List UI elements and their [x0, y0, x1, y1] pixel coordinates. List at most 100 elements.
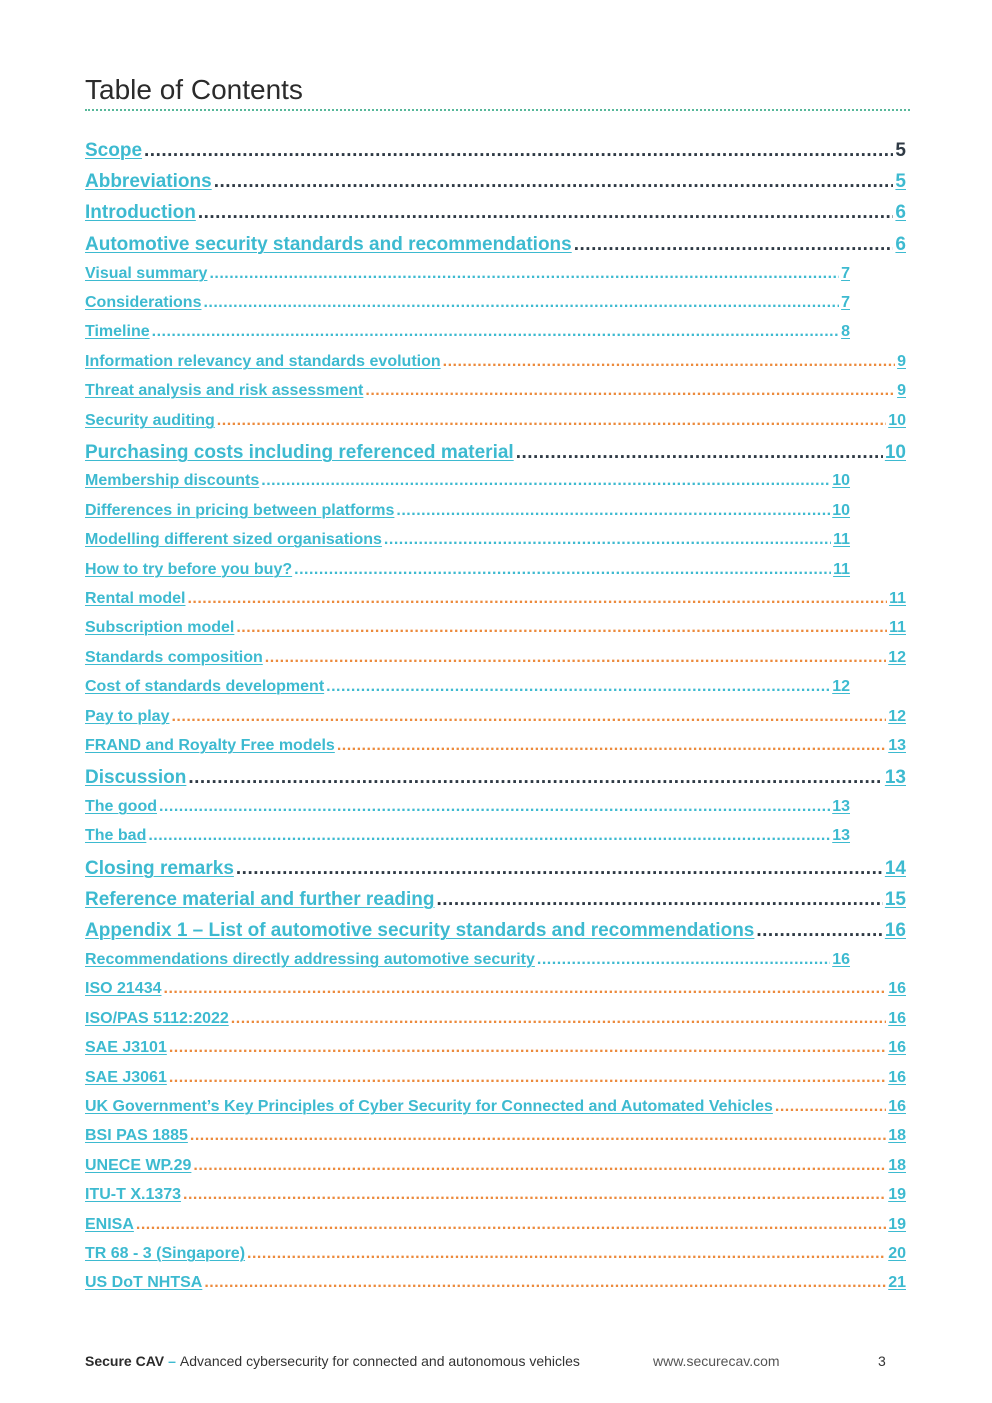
toc-entry-page[interactable]: 21: [888, 1274, 906, 1291]
toc-entry-page[interactable]: 16: [832, 951, 850, 968]
toc-entry-page[interactable]: 15: [884, 889, 906, 910]
toc-entry-page[interactable]: 6: [895, 202, 906, 223]
toc-entry[interactable]: BSI PAS 1885............................…: [85, 1125, 906, 1144]
toc-entry[interactable]: Differences in pricing between platforms…: [85, 500, 850, 519]
toc-entry-page[interactable]: 10: [884, 442, 906, 463]
toc-entry[interactable]: Reference material and further reading..…: [85, 887, 906, 909]
toc-entry[interactable]: How to try before you buy?..............…: [85, 559, 850, 578]
toc-entry[interactable]: Appendix 1 – List of automotive security…: [85, 918, 906, 940]
toc-entry-label[interactable]: Reference material and further reading: [85, 889, 435, 910]
toc-entry-page[interactable]: 7: [841, 294, 850, 311]
toc-entry-label[interactable]: Purchasing costs including referenced ma…: [85, 442, 514, 463]
toc-entry-label[interactable]: UNECE WP.29: [85, 1157, 192, 1174]
toc-entry[interactable]: Modelling different sized organisations.…: [85, 529, 850, 548]
toc-entry-label[interactable]: Automotive security standards and recomm…: [85, 234, 572, 255]
toc-entry-label[interactable]: UK Government’s Key Principles of Cyber …: [85, 1098, 773, 1115]
toc-entry[interactable]: Security auditing.......................…: [85, 410, 906, 429]
toc-entry-label[interactable]: ISO 21434: [85, 980, 162, 997]
toc-entry-label[interactable]: Rental model: [85, 590, 186, 607]
toc-entry-label[interactable]: SAE J3101: [85, 1039, 167, 1056]
toc-entry-page[interactable]: 11: [833, 561, 850, 578]
toc-entry[interactable]: Considerations..........................…: [85, 292, 850, 311]
toc-entry[interactable]: Threat analysis and risk assessment.....…: [85, 380, 906, 399]
toc-entry-page[interactable]: 18: [888, 1127, 906, 1144]
toc-entry[interactable]: Discussion..............................…: [85, 765, 906, 787]
toc-entry-label[interactable]: Cost of standards development: [85, 678, 325, 695]
toc-entry-page[interactable]: 20: [888, 1245, 906, 1262]
toc-entry[interactable]: Abbreviations...........................…: [85, 169, 906, 191]
toc-entry[interactable]: ITU-T X.1373............................…: [85, 1184, 906, 1203]
toc-entry-label[interactable]: Abbreviations: [85, 171, 212, 192]
toc-entry-label[interactable]: Subscription model: [85, 619, 235, 636]
toc-entry[interactable]: FRAND and Royalty Free models...........…: [85, 735, 906, 754]
toc-entry[interactable]: Closing remarks.........................…: [85, 856, 906, 878]
toc-entry-page[interactable]: 9: [897, 382, 906, 399]
toc-entry-page[interactable]: 13: [884, 767, 906, 788]
toc-entry-label[interactable]: Visual summary: [85, 265, 208, 282]
toc-entry-page[interactable]: 13: [888, 737, 906, 754]
toc-entry-page[interactable]: 13: [832, 798, 850, 815]
toc-entry[interactable]: Visual summary..........................…: [85, 263, 850, 282]
toc-entry-label[interactable]: TR 68 - 3 (Singapore): [85, 1245, 246, 1262]
toc-entry-label[interactable]: The bad: [85, 827, 147, 844]
toc-entry-page[interactable]: 16: [884, 920, 906, 941]
toc-entry[interactable]: Standards composition...................…: [85, 647, 906, 666]
toc-entry-label[interactable]: ITU-T X.1373: [85, 1186, 182, 1203]
toc-entry[interactable]: Information relevancy and standards evol…: [85, 351, 906, 370]
toc-entry-page[interactable]: 14: [884, 858, 906, 879]
toc-entry-page[interactable]: 12: [832, 678, 850, 695]
toc-entry-label[interactable]: Discussion: [85, 767, 187, 788]
toc-entry[interactable]: Cost of standards development...........…: [85, 676, 850, 695]
toc-entry-label[interactable]: US DoT NHTSA: [85, 1274, 203, 1291]
toc-entry-label[interactable]: Considerations: [85, 294, 202, 311]
toc-entry[interactable]: Subscription model......................…: [85, 617, 906, 636]
toc-entry-page[interactable]: 11: [889, 590, 906, 607]
toc-entry[interactable]: SAE J3061...............................…: [85, 1067, 906, 1086]
toc-entry[interactable]: Automotive security standards and recomm…: [85, 232, 906, 254]
toc-entry-page[interactable]: 10: [832, 472, 850, 489]
toc-entry[interactable]: Pay to play.............................…: [85, 706, 906, 725]
toc-entry-page[interactable]: 18: [888, 1157, 906, 1174]
toc-entry-label[interactable]: Scope: [85, 140, 143, 161]
toc-entry-page[interactable]: 8: [841, 323, 850, 340]
toc-entry-page[interactable]: 16: [888, 1069, 906, 1086]
toc-entry-page[interactable]: 5: [895, 140, 906, 161]
toc-entry[interactable]: UK Government’s Key Principles of Cyber …: [85, 1096, 906, 1115]
toc-entry[interactable]: The bad.................................…: [85, 825, 850, 844]
toc-entry-page[interactable]: 11: [833, 531, 850, 548]
toc-entry[interactable]: TR 68 - 3 (Singapore)...................…: [85, 1243, 906, 1262]
toc-entry-label[interactable]: Recommendations directly addressing auto…: [85, 951, 535, 968]
toc-entry-label[interactable]: Information relevancy and standards evol…: [85, 353, 441, 370]
toc-entry-page[interactable]: 16: [888, 1098, 906, 1115]
toc-entry-page[interactable]: 16: [888, 980, 906, 997]
toc-entry-page[interactable]: 16: [888, 1010, 906, 1027]
toc-entry-label[interactable]: BSI PAS 1885: [85, 1127, 188, 1144]
toc-entry-label[interactable]: Threat analysis and risk assessment: [85, 382, 364, 399]
toc-entry[interactable]: The good................................…: [85, 796, 850, 815]
toc-entry-label[interactable]: Standards composition: [85, 649, 263, 666]
toc-entry-page[interactable]: 13: [832, 827, 850, 844]
toc-entry-page[interactable]: 10: [888, 412, 906, 429]
toc-entry[interactable]: SAE J3101...............................…: [85, 1037, 906, 1056]
toc-entry-label[interactable]: Appendix 1 – List of automotive security…: [85, 920, 755, 941]
toc-entry-page[interactable]: 10: [832, 502, 850, 519]
toc-entry-page[interactable]: 7: [841, 265, 850, 282]
toc-entry-label[interactable]: Security auditing: [85, 412, 215, 429]
toc-entry[interactable]: Rental model............................…: [85, 588, 906, 607]
toc-entry-page[interactable]: 12: [888, 708, 906, 725]
toc-entry[interactable]: Introduction............................…: [85, 200, 906, 222]
toc-entry-page[interactable]: 12: [888, 649, 906, 666]
toc-entry-page[interactable]: 19: [888, 1186, 906, 1203]
toc-entry-page[interactable]: 5: [895, 171, 906, 192]
toc-entry-label[interactable]: Pay to play: [85, 708, 170, 725]
footer-url[interactable]: www.securecav.com: [653, 1353, 780, 1369]
toc-entry[interactable]: ENISA...................................…: [85, 1214, 906, 1233]
toc-entry-label[interactable]: Closing remarks: [85, 858, 234, 879]
toc-entry-label[interactable]: Membership discounts: [85, 472, 260, 489]
toc-entry-label[interactable]: The good: [85, 798, 157, 815]
toc-entry[interactable]: US DoT NHTSA............................…: [85, 1272, 906, 1291]
toc-entry[interactable]: UNECE WP.29.............................…: [85, 1155, 906, 1174]
toc-entry-page[interactable]: 16: [888, 1039, 906, 1056]
toc-entry-label[interactable]: SAE J3061: [85, 1069, 167, 1086]
toc-entry-label[interactable]: FRAND and Royalty Free models: [85, 737, 335, 754]
